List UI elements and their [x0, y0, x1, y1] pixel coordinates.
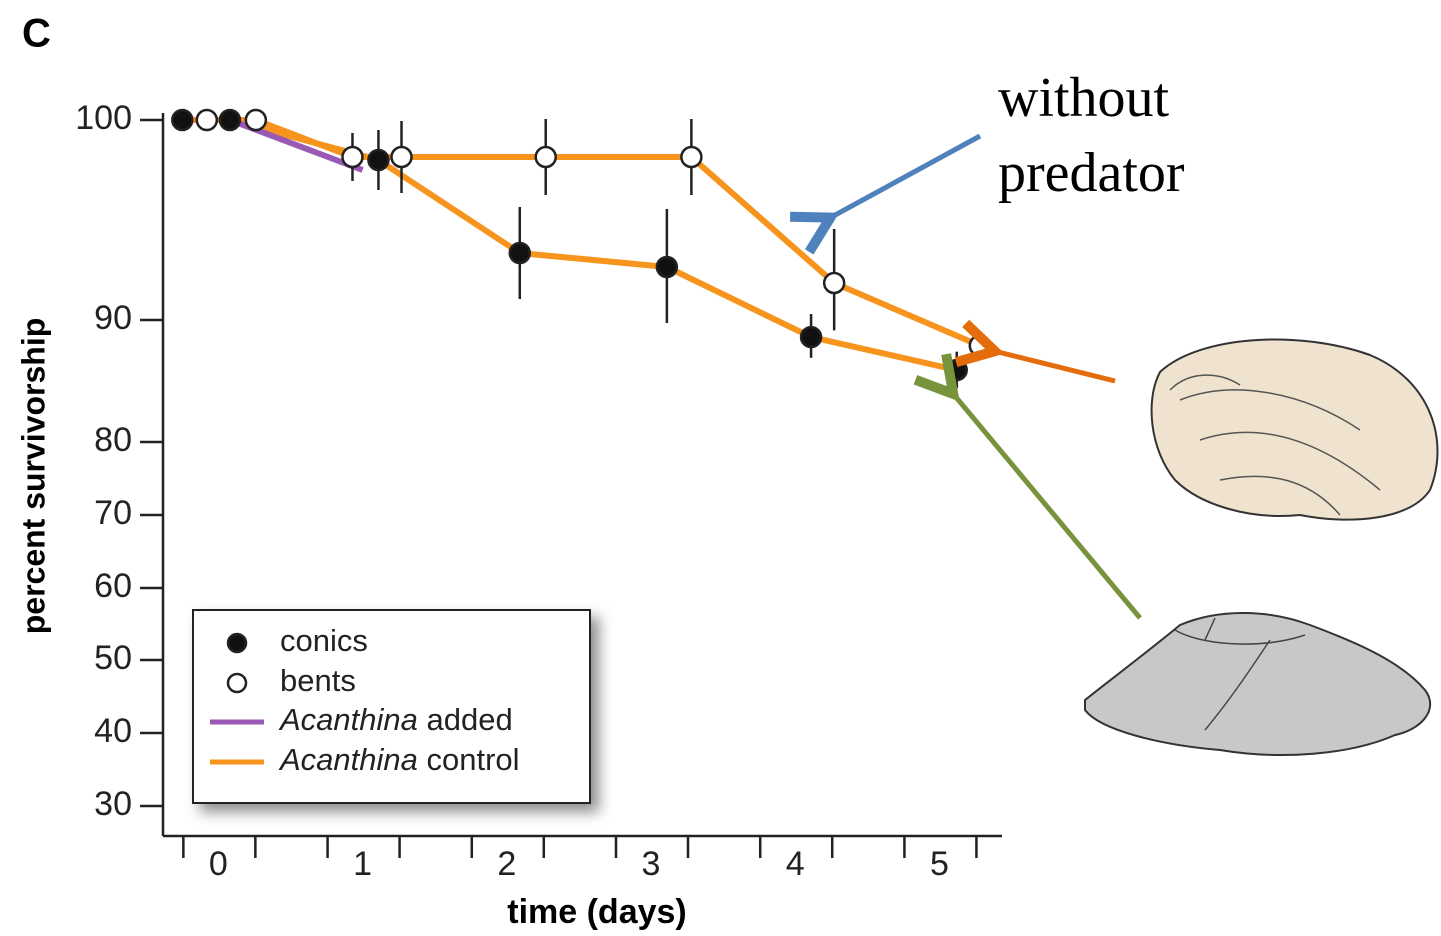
legend-label: bents — [280, 663, 356, 698]
data-point — [655, 255, 679, 279]
legend-label-text: control — [427, 742, 520, 777]
bent-shell-illustration — [1150, 338, 1439, 521]
y-axis-label: percent survivorship — [15, 318, 51, 635]
data-point — [534, 145, 557, 169]
legend-marker — [226, 672, 248, 694]
data-point — [171, 108, 194, 132]
data-point — [244, 108, 268, 132]
x-tick-label: 4 — [786, 845, 805, 883]
x-tick-label: 5 — [930, 845, 949, 883]
y-tick-label: 40 — [94, 712, 132, 750]
legend-label-text: added — [427, 702, 513, 737]
legend-label: Acanthina control — [278, 742, 520, 777]
x-tick-label: 0 — [209, 845, 228, 883]
legend-label-italic: Acanthina — [278, 742, 418, 777]
x-tick-label: 1 — [353, 845, 372, 883]
arrow — [826, 133, 982, 220]
y-tick-label: 80 — [94, 421, 132, 459]
data-point — [680, 145, 703, 169]
data-point — [968, 334, 992, 357]
annotation: without — [998, 67, 1170, 129]
y-tick-label: 50 — [94, 639, 132, 677]
x-tick-label: 3 — [642, 845, 661, 883]
x-tick-label: 2 — [497, 845, 516, 883]
series-line — [206, 117, 981, 349]
plot-area: 30 40 50 60 70 80 90 100 0 1 2 3 4 5 — [75, 99, 992, 883]
legend-marker — [226, 632, 248, 654]
y-tick-label: 90 — [94, 299, 132, 337]
data-point — [945, 358, 968, 382]
legend-box — [192, 609, 591, 804]
y-tick-label: 30 — [94, 785, 132, 823]
annotation: predator — [998, 142, 1185, 204]
legend-label: conics — [280, 623, 368, 658]
legend-label-italic: Acanthina — [278, 702, 418, 737]
panel-label: C — [22, 12, 51, 56]
arrow — [950, 390, 1142, 620]
arrow — [990, 350, 1116, 384]
data-point — [799, 325, 823, 349]
y-tick-label: 70 — [94, 494, 132, 532]
y-tick-label: 100 — [75, 99, 132, 137]
y-tick-label: 60 — [94, 567, 132, 605]
legend-label: Acanthina added — [278, 702, 513, 737]
x-axis-label: time (days) — [507, 893, 687, 931]
data-point — [822, 271, 846, 295]
data-point — [218, 108, 242, 132]
data-point — [367, 148, 390, 172]
data-point — [341, 145, 364, 169]
data-point — [508, 241, 532, 265]
conic-shell-illustration — [1084, 612, 1432, 756]
data-point — [390, 145, 413, 169]
data-point — [195, 108, 219, 132]
